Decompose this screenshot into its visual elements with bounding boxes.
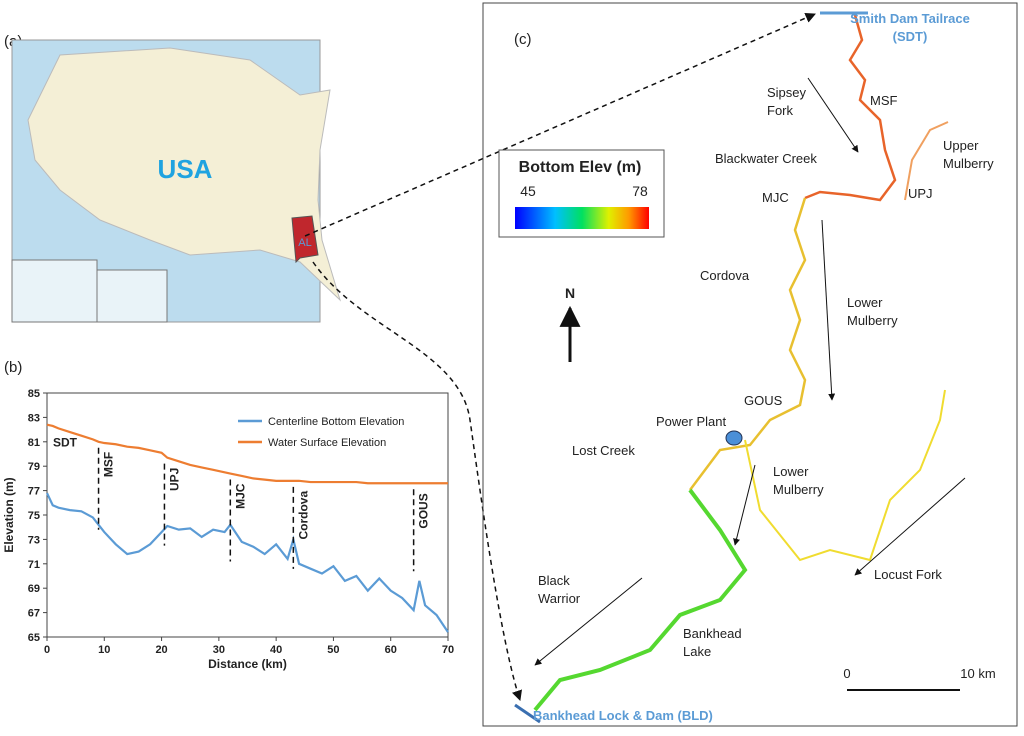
y-tick-label: 67 xyxy=(28,608,40,620)
river xyxy=(533,488,748,712)
colorbar xyxy=(515,207,649,229)
x-tick-label: 70 xyxy=(442,644,454,656)
x-tick-label: 50 xyxy=(327,644,339,656)
place-label: Lost Creek xyxy=(572,443,635,458)
place-label: MSF xyxy=(870,93,898,108)
map-land xyxy=(27,47,342,302)
y-tick-label: 77 xyxy=(28,486,40,498)
legend-label: Centerline Bottom Elevation xyxy=(268,416,404,428)
flow-arrow xyxy=(854,477,966,576)
inset-hawaii xyxy=(96,269,168,323)
x-tick-label: 10 xyxy=(98,644,110,656)
country-label: USA xyxy=(158,154,213,184)
place-label: Lower xyxy=(773,464,809,479)
place-label: Black xyxy=(538,573,570,588)
annotation-label: GOUS xyxy=(417,493,431,528)
annotation-label: MSF xyxy=(102,452,116,477)
place-label: Bankhead Lock & Dam (BLD) xyxy=(533,708,713,723)
scale-label: 10 km xyxy=(960,666,995,681)
x-tick-label: 60 xyxy=(385,644,397,656)
flow-arrow xyxy=(534,577,643,666)
panel-label: (b) xyxy=(4,359,22,376)
alabama xyxy=(291,215,319,264)
flow-arrow xyxy=(733,464,756,546)
panel-label: (c) xyxy=(514,31,532,48)
x-tick-label: 20 xyxy=(155,644,167,656)
place-label: Lower xyxy=(847,295,883,310)
place-label: UPJ xyxy=(908,186,933,201)
river xyxy=(744,389,946,562)
river xyxy=(689,197,807,491)
place-label: Blackwater Creek xyxy=(715,151,817,166)
dam xyxy=(514,703,541,724)
place-label: Smith Dam Tailrace xyxy=(850,11,970,26)
inset-alaska xyxy=(11,259,98,323)
x-axis-title: Distance (km) xyxy=(208,657,287,671)
place-label: Lake xyxy=(683,644,711,659)
chart: 65 67 69 71 73 75 77 79 81 83 85 0 10 20 30 40 50 60 70 Dis… xyxy=(2,388,454,671)
flow-arrow xyxy=(821,219,836,401)
annotation-label: SDT xyxy=(53,436,78,450)
colorbar-max: 78 xyxy=(632,183,648,199)
annotation-label: Cordova xyxy=(296,491,310,540)
colorbar-min: 45 xyxy=(520,183,536,199)
place-label: Sipsey xyxy=(767,85,807,100)
y-tick-label: 85 xyxy=(28,388,40,400)
x-tick-label: 40 xyxy=(270,644,282,656)
connector xyxy=(312,261,522,701)
annotation-label: MJC xyxy=(233,483,247,509)
place-label: Warrior xyxy=(538,591,581,606)
place-labels: Smith Dam Tailrace (SDT) MSF Sipsey Fork Uppe… xyxy=(533,11,994,723)
place-label: GOUS xyxy=(744,393,783,408)
place-label: Locust Fork xyxy=(874,567,942,582)
place-label: Power Plant xyxy=(656,414,726,429)
y-tick-label: 65 xyxy=(28,632,40,644)
x-tick-label: 30 xyxy=(213,644,225,656)
y-tick-label: 81 xyxy=(28,437,40,449)
x-tick-label: 0 xyxy=(44,644,50,656)
y-tick-label: 75 xyxy=(28,510,40,522)
place-label: MJC xyxy=(762,190,789,205)
place-label: Mulberry xyxy=(943,156,994,171)
state-label: AL xyxy=(298,237,311,249)
y-tick-label: 83 xyxy=(28,412,40,424)
y-tick-label: 73 xyxy=(28,534,40,546)
series-line xyxy=(46,423,448,485)
plot-area xyxy=(46,392,449,638)
flow-arrow xyxy=(807,77,859,153)
series-line xyxy=(46,492,449,633)
scale-label: 0 xyxy=(843,666,850,681)
place-label: Mulberry xyxy=(847,313,898,328)
power-plant xyxy=(725,430,743,446)
river xyxy=(904,121,949,201)
legend-label: Water Surface Elevation xyxy=(268,437,386,449)
y-axis-title: Elevation (m) xyxy=(2,477,16,552)
river xyxy=(804,14,897,202)
y-tick-label: 69 xyxy=(28,583,40,595)
colorbar-title: Bottom Elev (m) xyxy=(519,159,642,176)
place-label: Fork xyxy=(767,103,794,118)
north-label: N xyxy=(565,285,575,301)
place-label: Bankhead xyxy=(683,626,742,641)
annotation-label: UPJ xyxy=(167,468,181,491)
place-label: Mulberry xyxy=(773,482,824,497)
place-label: Cordova xyxy=(700,268,750,283)
place-label: Upper xyxy=(943,138,979,153)
y-tick-label: 79 xyxy=(28,461,40,473)
connector xyxy=(304,12,816,237)
place-label: (SDT) xyxy=(893,29,928,44)
y-tick-label: 71 xyxy=(28,559,40,571)
panel-frame xyxy=(482,2,1018,727)
